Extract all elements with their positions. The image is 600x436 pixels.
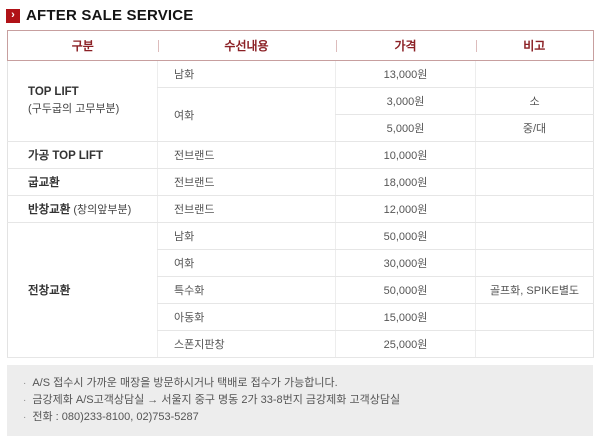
category-name: 가공 TOP LIFT xyxy=(28,150,104,162)
item-cell: 전브랜드 xyxy=(157,168,336,196)
header-note: 비고 xyxy=(475,30,594,61)
category-cell: TOP LIFT (구두굽의 고무부분) xyxy=(7,60,158,142)
header-price: 가격 xyxy=(335,30,476,61)
category-name: TOP LIFT xyxy=(28,86,79,98)
category-cell: 반창교환 (창의앞부분) xyxy=(7,195,158,223)
note-line: · 금강제화 A/S고객상담실 → 서울지 중구 명동 2가 33-8번지 금강… xyxy=(23,392,577,409)
category-name: 전창교환 xyxy=(28,285,71,297)
price-cell: 50,000원 xyxy=(335,276,476,304)
table-row: 가공 TOP LIFT 전브랜드 10,000원 xyxy=(7,141,594,169)
price-cell: 3,000원 xyxy=(335,87,476,115)
note-cell xyxy=(475,60,594,88)
page-title-bar: › AFTER SALE SERVICE xyxy=(0,0,600,28)
table-row: 여화 3,000원 소 xyxy=(8,87,594,142)
item-cell: 전브랜드 xyxy=(157,141,336,169)
note-cell xyxy=(475,330,594,358)
table-row: 반창교환 (창의앞부분) 전브랜드 12,000원 xyxy=(7,195,594,223)
table-row: 특수화 50,000원 골프화, SPIKE별도 xyxy=(8,276,594,304)
price-cell: 30,000원 xyxy=(335,249,476,277)
note-text: 금강제화 A/S고객상담실 → 서울지 중구 명동 2가 33-8번지 금강제화… xyxy=(32,394,401,407)
bullet-icon: · xyxy=(23,412,27,424)
note-cell xyxy=(475,222,594,250)
item-cell: 여화 xyxy=(157,249,336,277)
price-cell: 12,000원 xyxy=(335,195,476,223)
note-cell: 골프화, SPIKE별도 xyxy=(475,276,594,304)
price-cell: 5,000원 xyxy=(335,114,476,142)
note-text: A/S 접수시 가까운 매장을 방문하시거나 택배로 접수가 가능합니다. xyxy=(32,377,338,389)
note-cell xyxy=(475,141,594,169)
item-cell: 아동화 xyxy=(157,303,336,331)
category-name: 반창교환 xyxy=(28,204,71,216)
table-header-row: 구분 수선내용 가격 비고 xyxy=(7,30,594,61)
item-cell: 특수화 xyxy=(157,276,336,304)
category-sub: (창의앞부분) xyxy=(73,204,132,216)
item-cell: 여화 xyxy=(157,87,336,142)
table-row: 5,000원 중/대 xyxy=(8,114,594,142)
table-row: 굽교환 전브랜드 18,000원 xyxy=(7,168,594,196)
price-cell: 15,000원 xyxy=(335,303,476,331)
table-row: TOP LIFT (구두굽의 고무부분) 남화 13,000원 xyxy=(7,60,594,142)
price-cell: 50,000원 xyxy=(335,222,476,250)
item-cell: 남화 xyxy=(157,222,336,250)
category-name: 굽교환 xyxy=(28,177,60,189)
note-cell: 소 xyxy=(475,87,594,115)
note-line: · 전화 : 080)233-8100, 02)753-5287 xyxy=(23,409,577,426)
item-cell: 남화 xyxy=(157,60,336,88)
table-row: 여화 30,000원 xyxy=(8,249,594,277)
category-sub: (구두굽의 고무부분) xyxy=(28,103,120,115)
note-cell xyxy=(475,249,594,277)
note-text: 전화 : 080)233-8100, 02)753-5287 xyxy=(32,411,199,424)
header-repair-detail: 수선내용 xyxy=(157,30,336,61)
note-cell xyxy=(475,303,594,331)
bullet-icon: · xyxy=(23,378,27,389)
bullet-icon: · xyxy=(23,395,27,407)
service-price-table: 구분 수선내용 가격 비고 TOP LIFT (구두굽의 고무부분) 남화 13… xyxy=(7,30,594,358)
page-title: AFTER SALE SERVICE xyxy=(26,7,194,24)
note-cell: 중/대 xyxy=(475,114,594,142)
arrow-icon: › xyxy=(6,8,20,23)
header-category: 구분 xyxy=(7,30,158,61)
category-cell: 굽교환 xyxy=(7,168,158,196)
category-cell: 전창교환 xyxy=(7,222,158,358)
table-row: 스폰지판창 25,000원 xyxy=(8,330,594,358)
item-cell: 전브랜드 xyxy=(157,195,336,223)
price-cell: 18,000원 xyxy=(335,168,476,196)
note-line: · A/S 접수시 가까운 매장을 방문하시거나 택배로 접수가 가능합니다. xyxy=(23,375,577,392)
category-cell: 가공 TOP LIFT xyxy=(7,141,158,169)
price-cell: 25,000원 xyxy=(335,330,476,358)
table-row: 전창교환 남화 50,000원 xyxy=(7,222,594,358)
note-cell xyxy=(475,168,594,196)
price-cell: 10,000원 xyxy=(335,141,476,169)
note-cell xyxy=(475,195,594,223)
service-notes-box: · A/S 접수시 가까운 매장을 방문하시거나 택배로 접수가 가능합니다. … xyxy=(7,365,593,436)
item-cell: 스폰지판창 xyxy=(157,330,336,358)
table-row: 아동화 15,000원 xyxy=(8,303,594,331)
price-cell: 13,000원 xyxy=(335,60,476,88)
